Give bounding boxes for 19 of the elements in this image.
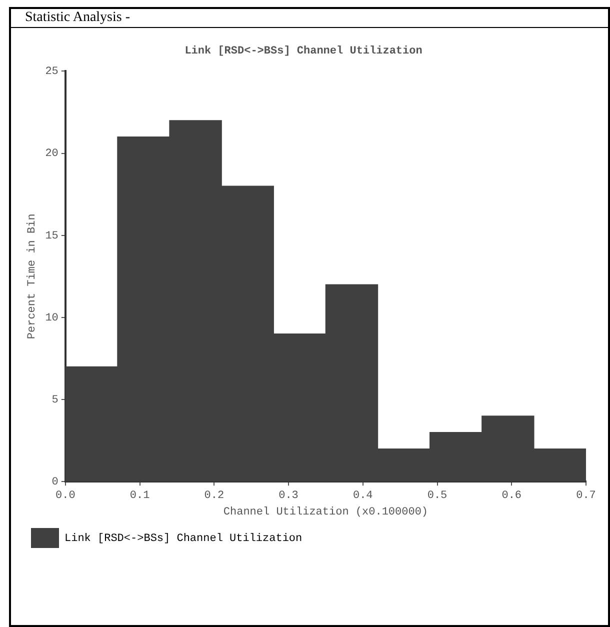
x-tick-label: 0.4: [352, 490, 374, 502]
x-tick-label: 0.7: [576, 490, 596, 502]
text: Statistic Analysis -: [11, 9, 610, 28]
x-tick-label: 0.6: [502, 490, 522, 502]
x-tick-label: 0.3: [278, 490, 298, 502]
y-tick-label: 25: [45, 66, 58, 78]
x-tick-label: 0.5: [427, 490, 448, 502]
y-tick-label: 10: [45, 312, 58, 324]
y-axis-title: Percent Time in Bin: [26, 214, 39, 340]
y-tick-label: 20: [45, 148, 58, 160]
legend-label: Link [RSD<->BSs] Channel Utilization: [64, 532, 302, 545]
x-tick-label: 0.0: [55, 490, 76, 502]
chart-title: Link [RSD<->BSs] Channel Utilization: [184, 45, 422, 58]
x-axis-title: Channel Utilization (x0.100000): [223, 506, 428, 518]
y-tick-label: 0: [52, 476, 58, 489]
x-tick-label: 0.1: [130, 490, 150, 502]
y-tick-label: 5: [52, 394, 58, 406]
x-tick-label: 0.2: [204, 490, 224, 502]
y-tick-label: 15: [45, 230, 58, 242]
